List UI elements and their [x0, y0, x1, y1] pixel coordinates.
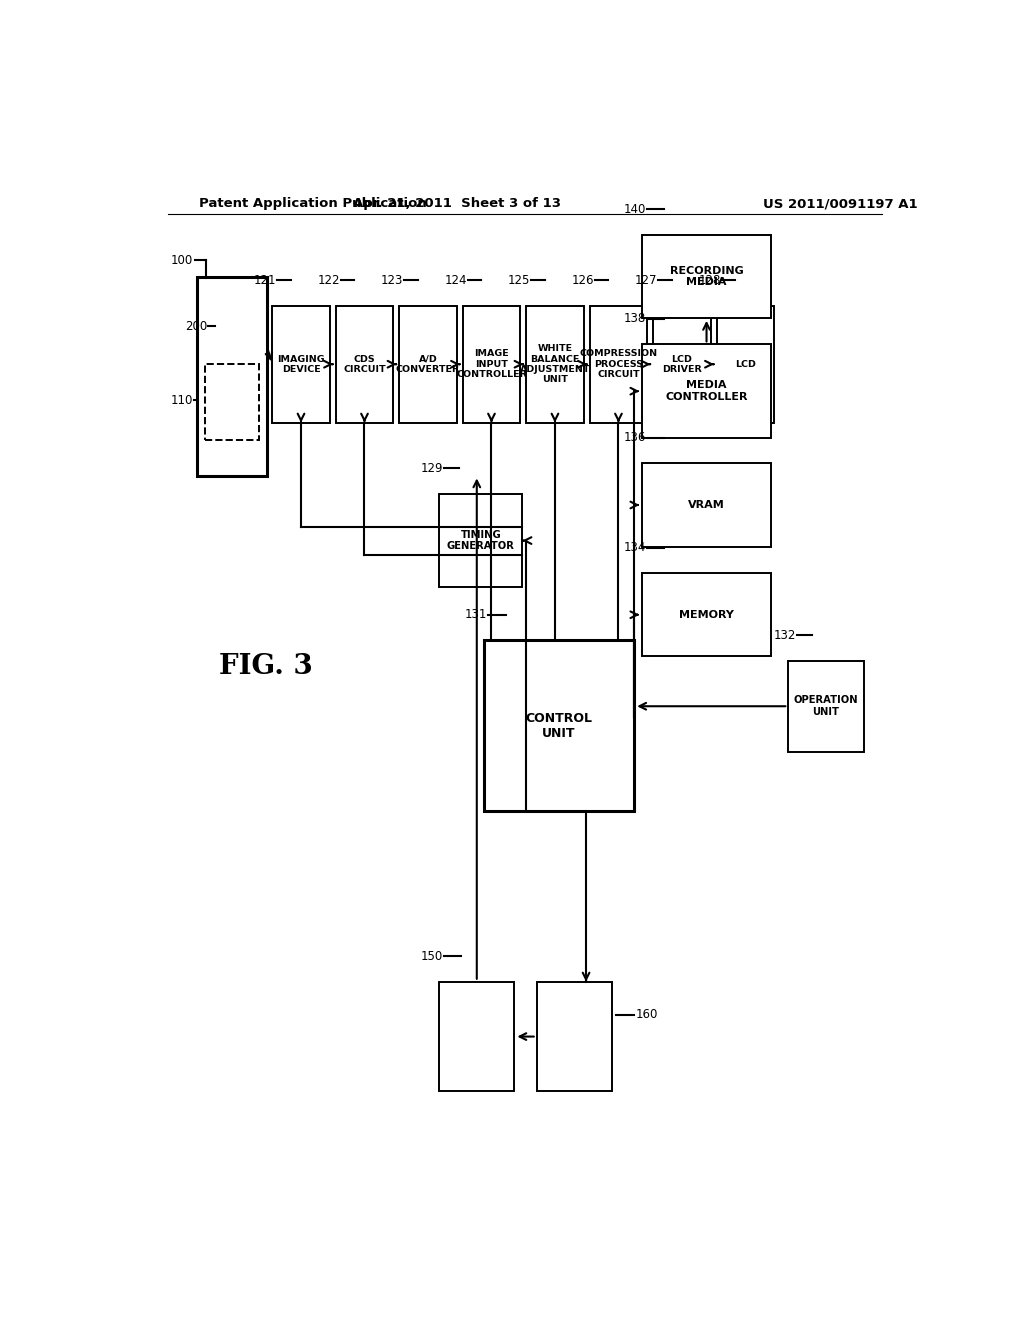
Text: 121: 121: [254, 273, 276, 286]
Text: 125: 125: [508, 273, 530, 286]
Text: 129: 129: [421, 462, 443, 475]
Text: 127: 127: [635, 273, 657, 286]
Text: A/D
CONVERTER: A/D CONVERTER: [396, 355, 460, 374]
Bar: [197, 277, 267, 475]
Text: MEMORY: MEMORY: [679, 610, 734, 620]
Bar: [463, 306, 520, 422]
Bar: [653, 306, 711, 422]
Bar: [642, 573, 771, 656]
Text: CDS
CIRCUIT: CDS CIRCUIT: [343, 355, 386, 374]
Text: 132: 132: [774, 628, 797, 642]
Text: 128: 128: [698, 273, 721, 286]
Text: 122: 122: [317, 273, 340, 286]
Text: Apr. 21, 2011  Sheet 3 of 13: Apr. 21, 2011 Sheet 3 of 13: [353, 197, 561, 210]
Text: 134: 134: [624, 541, 646, 554]
Text: MEDIA
CONTROLLER: MEDIA CONTROLLER: [666, 380, 748, 403]
Bar: [526, 306, 584, 422]
Bar: [336, 306, 393, 422]
Bar: [642, 345, 771, 438]
Bar: [483, 640, 634, 810]
Bar: [537, 982, 612, 1092]
Bar: [642, 463, 771, 546]
Text: COMPRESSION
PROCESS
CIRCUIT: COMPRESSION PROCESS CIRCUIT: [580, 350, 657, 379]
Text: 124: 124: [444, 273, 467, 286]
Text: FIG. 3: FIG. 3: [219, 653, 313, 680]
Text: WHITE
BALANCE
ADJUSTMENT
UNIT: WHITE BALANCE ADJUSTMENT UNIT: [520, 345, 590, 384]
Text: VRAM: VRAM: [688, 500, 725, 510]
Text: 150: 150: [421, 950, 443, 962]
Text: 126: 126: [571, 273, 594, 286]
Text: OPERATION
UNIT: OPERATION UNIT: [794, 696, 858, 717]
Bar: [439, 494, 522, 587]
Bar: [399, 306, 457, 422]
Text: 136: 136: [624, 432, 646, 445]
Text: 131: 131: [465, 609, 487, 622]
Text: CONTROL
UNIT: CONTROL UNIT: [525, 711, 593, 739]
Text: LCD
DRIVER: LCD DRIVER: [663, 355, 701, 374]
Bar: [642, 235, 771, 318]
Text: LCD: LCD: [735, 360, 756, 368]
Bar: [272, 306, 330, 422]
Text: TIMING
GENERATOR: TIMING GENERATOR: [446, 529, 515, 552]
Text: 100: 100: [171, 253, 194, 267]
Bar: [590, 306, 647, 422]
Text: Patent Application Publication: Patent Application Publication: [200, 197, 427, 210]
Bar: [788, 660, 863, 752]
Bar: [205, 364, 259, 440]
Text: IMAGING
DEVICE: IMAGING DEVICE: [278, 355, 325, 374]
Text: RECORDING
MEDIA: RECORDING MEDIA: [670, 265, 743, 288]
Bar: [717, 306, 774, 422]
Text: 123: 123: [381, 273, 403, 286]
Text: IMAGE
INPUT
CONTROLLER: IMAGE INPUT CONTROLLER: [456, 350, 527, 379]
Text: US 2011/0091197 A1: US 2011/0091197 A1: [763, 197, 918, 210]
Text: 138: 138: [624, 313, 646, 326]
Text: 140: 140: [624, 203, 646, 215]
Text: 200: 200: [185, 319, 207, 333]
Bar: [439, 982, 514, 1092]
Text: 110: 110: [171, 393, 194, 407]
Text: 160: 160: [636, 1008, 658, 1022]
